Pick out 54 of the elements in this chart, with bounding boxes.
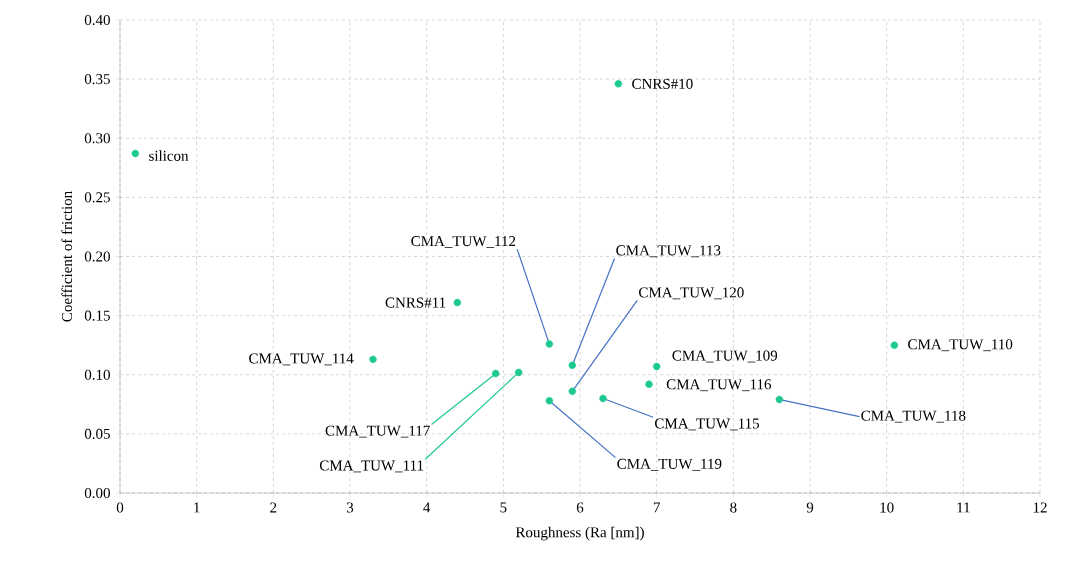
x-tick-label: 8 xyxy=(730,502,737,513)
point xyxy=(775,395,784,404)
point xyxy=(652,362,661,371)
x-tick-label: 10 xyxy=(880,502,894,513)
y-tick-label: 0.00 xyxy=(84,487,110,499)
point xyxy=(545,340,554,348)
point xyxy=(491,369,500,378)
annotation: CMA_TUW_111 xyxy=(319,460,424,473)
annotation: CMA_TUW_116 xyxy=(666,379,772,392)
y-tick-label: 0.35 xyxy=(84,74,110,85)
annotation: CMA_TUW_117 xyxy=(325,425,430,438)
x-tick-label: 0 xyxy=(116,502,124,513)
y-tick-label: 0.05 xyxy=(84,428,110,439)
point xyxy=(890,341,899,349)
x-tick-label: 5 xyxy=(500,502,507,513)
annotation: CMA_TUW_109 xyxy=(672,350,778,363)
y-axis-title: Coefficient of friction xyxy=(61,191,73,322)
x-axis-title: Roughness (Ra [nm]) xyxy=(515,526,644,541)
annotation: CMA_TUW_114 xyxy=(249,353,354,366)
annotation: CMA_TUW_112 xyxy=(411,236,516,248)
x-tick-label: 4 xyxy=(423,502,431,513)
point xyxy=(369,355,377,364)
point xyxy=(453,298,462,307)
y-tick-label: 0.10 xyxy=(84,369,110,380)
annotation: CMA_TUW_110 xyxy=(908,339,1013,352)
y-tick-label: 0.30 xyxy=(84,133,110,144)
point xyxy=(568,387,577,395)
x-tick-label: 3 xyxy=(346,502,354,513)
x-tick-label: 11 xyxy=(957,502,970,513)
x-tick-label: 1 xyxy=(194,502,200,513)
point xyxy=(545,397,554,405)
y-tick-label: 0.25 xyxy=(84,192,110,203)
point xyxy=(568,361,577,369)
annotation: CNRS#11 xyxy=(385,297,446,308)
y-tick-label: 0.15 xyxy=(84,310,110,321)
point xyxy=(131,149,140,158)
annotation: CMA_TUW_118 xyxy=(861,410,966,423)
x-tick-label: 2 xyxy=(270,502,277,513)
x-tick-label: 6 xyxy=(576,502,584,513)
point xyxy=(645,380,653,388)
point xyxy=(514,368,523,377)
point xyxy=(614,80,623,88)
y-tick-label: 0.40 xyxy=(84,14,110,26)
annotation: CMA_TUW_113 xyxy=(616,245,721,258)
annotation: silicon xyxy=(149,150,189,161)
x-tick-label: 9 xyxy=(806,502,814,513)
y-tick-label: 0.20 xyxy=(84,251,110,262)
annotation: CMA_TUW_115 xyxy=(654,418,760,431)
point xyxy=(599,394,607,403)
annotation: CMA_TUW_120 xyxy=(639,287,744,300)
annotation: CMA_TUW_119 xyxy=(617,458,722,471)
annotation: CNRS#10 xyxy=(632,78,693,89)
x-tick-label: 7 xyxy=(653,502,660,513)
x-tick-label: 12 xyxy=(1033,502,1047,513)
